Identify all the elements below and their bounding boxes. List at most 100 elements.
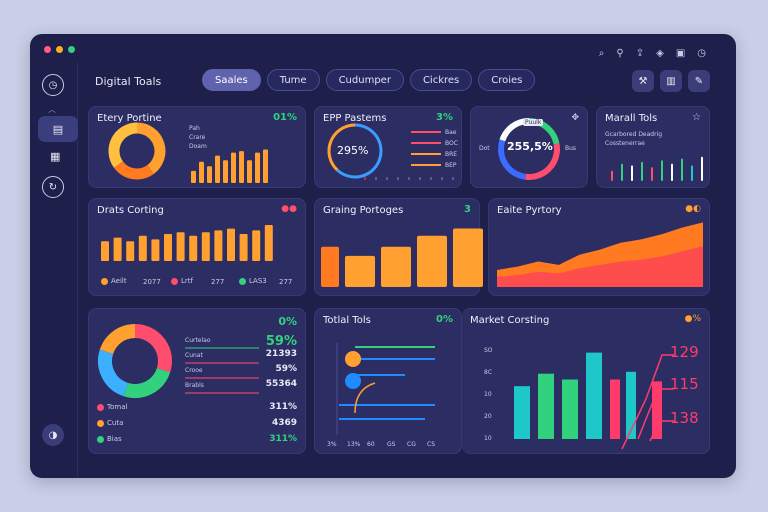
clock-icon[interactable]: ◷: [697, 48, 706, 59]
bar: [610, 379, 620, 439]
bar: [562, 379, 578, 439]
card-marall-tols[interactable]: Marall Tols ☆ Gcarbored Deadrig Cosstene…: [596, 106, 710, 188]
summary-legend-item: Tomal: [97, 403, 127, 411]
sidebar-refresh-icon[interactable]: ↻: [42, 176, 64, 198]
bar: [651, 167, 653, 181]
window-icon[interactable]: ▣: [675, 48, 686, 59]
donut-tag: Puulk: [523, 119, 544, 126]
summary-legend-value: 311%: [269, 434, 297, 444]
sidebar-user-icon[interactable]: ◑: [42, 424, 64, 446]
status-icons[interactable]: ●◐: [685, 204, 701, 214]
window-controls[interactable]: [44, 46, 75, 53]
card-puulk[interactable]: 255,5% Puulk Dot Bus ✥: [470, 106, 588, 188]
maximize-dot[interactable]: [68, 46, 75, 53]
card-value: 01%: [273, 112, 297, 123]
bar: [701, 156, 703, 181]
bar: [199, 161, 204, 183]
status-icons[interactable]: ●●: [281, 204, 297, 214]
bar: [345, 255, 375, 287]
bar: [215, 155, 220, 183]
summary-legend-value: 4369: [271, 418, 297, 428]
card-graing-portoges[interactable]: Graing Portoges 3: [314, 198, 483, 296]
pin-icon[interactable]: ⚲: [616, 48, 624, 59]
donut-right-label: Bus: [565, 145, 577, 152]
card-chart: [497, 222, 703, 287]
star-icon[interactable]: ☆: [692, 112, 701, 123]
search-icon[interactable]: ⌕: [598, 48, 605, 59]
card-title: Marall Tols: [605, 113, 658, 124]
tab-1[interactable]: Tume: [266, 69, 320, 91]
card-chart: [514, 352, 674, 450]
market-value: 138: [670, 409, 699, 427]
bar: [671, 163, 673, 181]
status-icons[interactable]: ●%: [684, 314, 701, 324]
tab-3[interactable]: Cickres: [409, 69, 473, 91]
legend-bar: [411, 164, 441, 166]
card-chart: [108, 122, 268, 183]
app-title: Digital Toals: [95, 75, 162, 88]
bar: [661, 160, 663, 181]
pie-slice: [336, 123, 383, 179]
card-title: Etery Portine: [97, 113, 162, 124]
card-etery-portine[interactable]: Etery Portine 01% Pah Crare Doam: [88, 106, 306, 188]
bar: [247, 160, 252, 183]
bar: [586, 352, 602, 439]
bar: [239, 234, 248, 261]
card-market-corsting[interactable]: Market Corsting ●% 129 115 138 SO 8C 10 20 1…: [462, 308, 710, 454]
card-label: Doam: [189, 143, 207, 150]
tab-bar: Saales Tume Cudumper Cickres Croies: [202, 69, 536, 91]
legend-bar: [411, 131, 441, 133]
summary-row-label: Cunat: [185, 352, 203, 359]
bar: [201, 232, 210, 261]
donut-center-value: 255,5%: [507, 140, 553, 153]
trend-line: [649, 420, 674, 442]
tag-icon[interactable]: ◈: [656, 48, 664, 59]
chart-icon[interactable]: ▥: [660, 70, 682, 92]
minimize-dot[interactable]: [56, 46, 63, 53]
legend-bar: [411, 142, 441, 144]
card-totlal-tols[interactable]: Totlal Tols 0% 3% 13% 60 GS CG CS: [314, 308, 462, 454]
tab-4[interactable]: Croies: [478, 69, 536, 91]
card-summary[interactable]: 0% Curtelao 59% Cunat 21393 Crooe 59% Brabls 55…: [88, 308, 306, 454]
trend-line: [637, 388, 674, 440]
market-value: 129: [670, 343, 699, 361]
gauge-value: 295%: [337, 144, 369, 157]
sidebar-folders-icon[interactable]: ▦: [50, 150, 61, 163]
dashboard-window: ⌕ ⚲ ⇪ ◈ ▣ ◷ ◷ ︿ ▤ ▦ ↻ ◑ Digital Toals Sa…: [30, 34, 736, 478]
gavel-icon[interactable]: ⚒: [632, 70, 654, 92]
close-dot[interactable]: [44, 46, 51, 53]
bar: [164, 234, 172, 261]
sidebar-briefcase-icon[interactable]: ▤: [38, 116, 78, 142]
card-drats-corting[interactable]: Drats Corting ●● Aeilt 2077 Lrtf 277 LAS…: [88, 198, 306, 296]
bar: [681, 158, 683, 181]
sidebar: ◷ ︿ ▤ ▦ ↻ ◑: [30, 62, 78, 478]
card-chart: [321, 228, 483, 287]
legend-item: Lrtf: [171, 277, 193, 285]
bar: [176, 232, 185, 261]
summary-legend-item: Bias: [97, 435, 122, 443]
card-eaite-pyrtory[interactable]: Eaite Pyrtory ●◐: [488, 198, 710, 296]
bar: [214, 230, 223, 261]
pie-slice: [108, 122, 138, 168]
tab-0[interactable]: Saales: [202, 69, 261, 91]
card-epp-pastems[interactable]: EPP Pastems 3% 295% Bae BOC BRE BEP: [314, 106, 462, 188]
legend-label: BOC: [445, 140, 458, 147]
pie-slice: [498, 139, 527, 180]
summary-row-label: Crooe: [185, 367, 203, 374]
legend-label: BEP: [445, 162, 457, 169]
marker-dot: [345, 351, 361, 367]
pie-slice: [98, 349, 129, 397]
pen-icon[interactable]: ✎: [688, 70, 710, 92]
donut-left-label: Dot: [479, 145, 490, 152]
sidebar-clock-icon[interactable]: ◷: [42, 74, 64, 96]
marker-dot: [345, 373, 361, 389]
tab-2[interactable]: Cudumper: [325, 69, 404, 91]
summary-row-value: 59%: [275, 364, 297, 374]
bar: [207, 166, 212, 183]
summary-row-value: 21393: [265, 349, 297, 359]
axis-tick-label: 20: [484, 413, 492, 420]
card-title: Drats Corting: [97, 205, 164, 216]
chevron-up-icon[interactable]: ︿: [48, 105, 56, 114]
expand-icon[interactable]: ✥: [571, 113, 579, 123]
share-icon[interactable]: ⇪: [635, 48, 645, 59]
